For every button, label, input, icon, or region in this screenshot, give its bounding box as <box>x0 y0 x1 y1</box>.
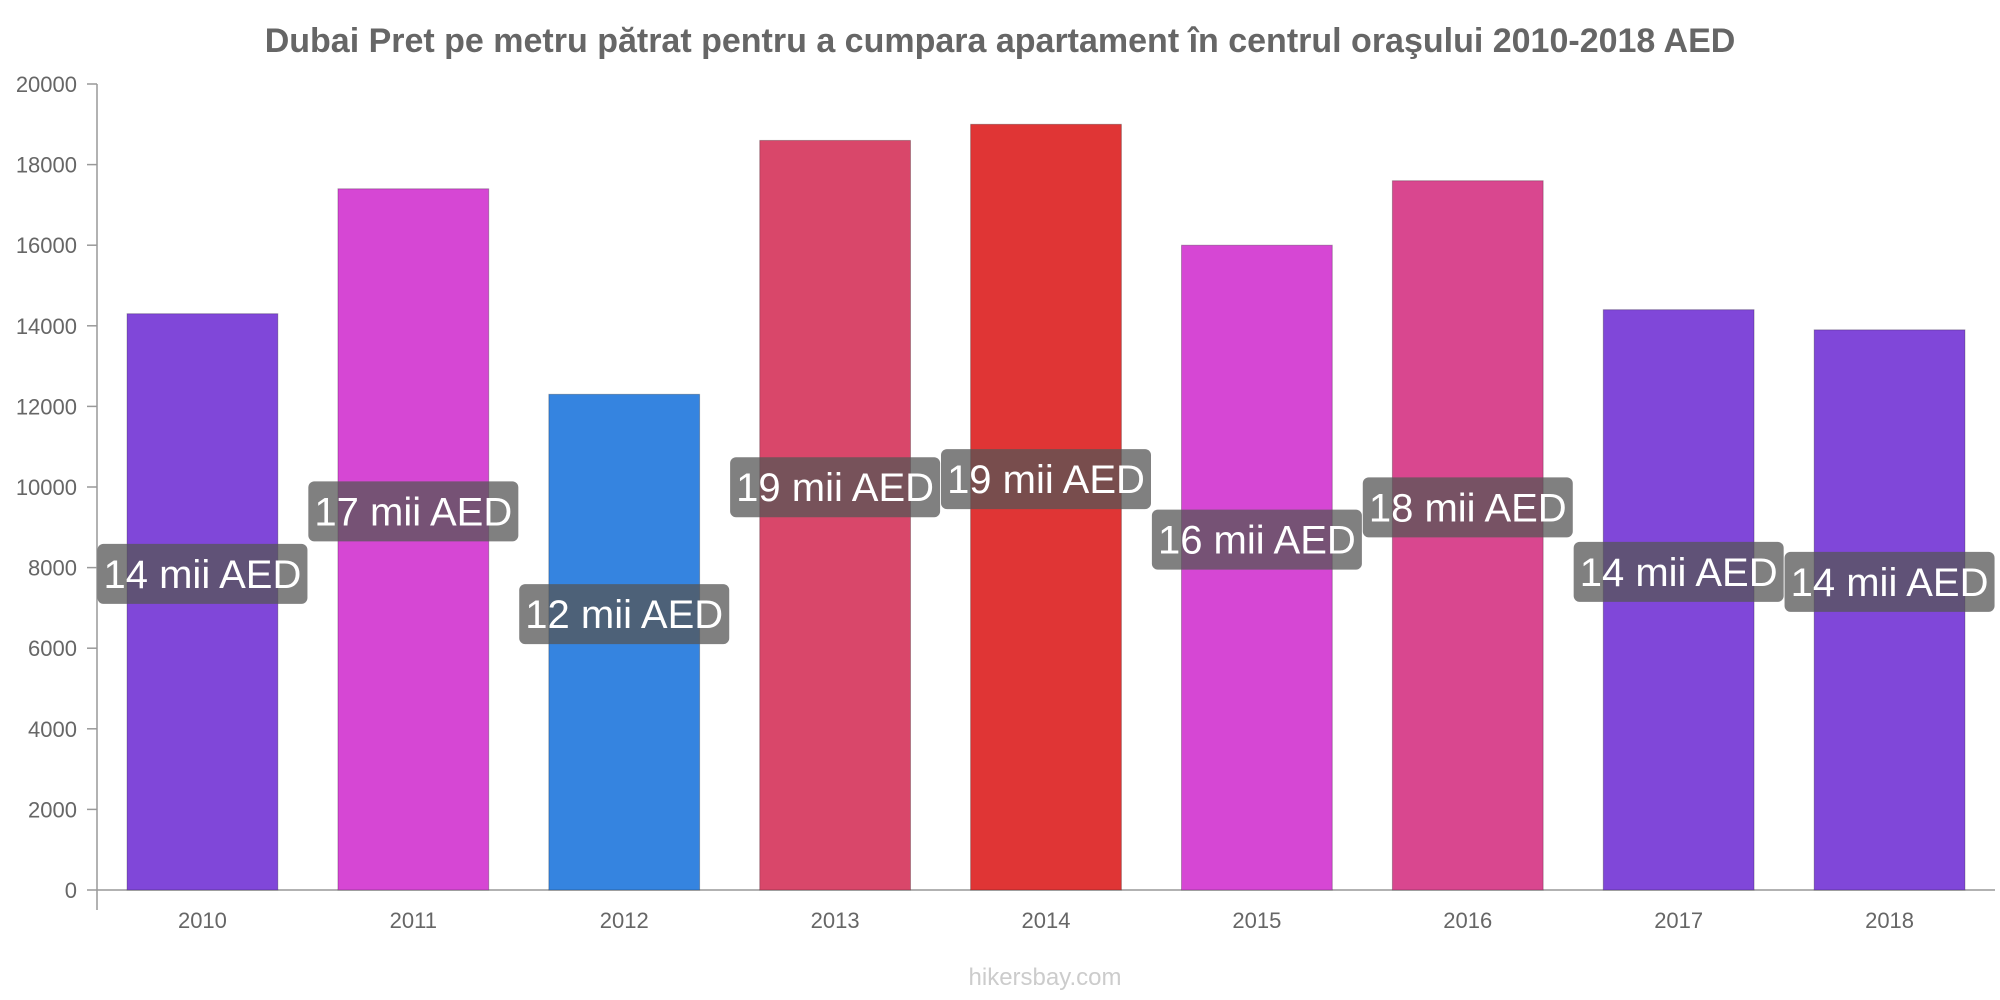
data-label-bg <box>519 584 730 645</box>
y-tick-label: 4000 <box>28 717 77 742</box>
data-label: 19 mii AED <box>736 466 934 510</box>
data-label: 14 mii AED <box>104 553 302 597</box>
data-label: 16 mii AED <box>1158 519 1356 563</box>
x-tick-label: 2017 <box>1654 908 1703 933</box>
x-axis: 2010 2011 2012 2013 2014 2015 2016 2017 2018 <box>97 889 1995 933</box>
data-label: 18 mii AED <box>1369 486 1567 530</box>
y-tick-label: 20000 <box>16 72 77 97</box>
y-tick-label: 12000 <box>16 394 77 419</box>
data-label: 12 mii AED <box>525 593 723 637</box>
x-tick-label: 2016 <box>1443 908 1492 933</box>
y-tick-label: 6000 <box>28 636 77 661</box>
data-label: 17 mii AED <box>314 490 512 534</box>
chart-title: Dubai Pret pe metru pătrat pentru a cump… <box>265 22 1736 60</box>
data-labels: 14 mii AED 17 mii AED 12 mii AED 19 mii AED… <box>97 449 1995 645</box>
x-tick-label: 2013 <box>811 908 860 933</box>
data-label: 19 mii AED <box>947 458 1145 502</box>
y-tick-label: 0 <box>65 878 77 903</box>
data-label-bg <box>308 481 519 542</box>
data-label-bg <box>97 543 308 604</box>
data-label: 14 mii AED <box>1791 561 1989 605</box>
x-tick-label: 2015 <box>1232 908 1281 933</box>
x-tick-label: 2010 <box>178 908 227 933</box>
x-tick-label: 2012 <box>600 908 649 933</box>
y-tick-label: 2000 <box>28 797 77 822</box>
y-tick-label: 8000 <box>28 556 77 581</box>
y-tick-label: 18000 <box>16 153 77 178</box>
data-label-bg <box>1362 477 1573 538</box>
data-label-bg <box>1151 509 1362 570</box>
x-tick-label: 2018 <box>1865 908 1914 933</box>
x-tick-label: 2011 <box>390 908 437 933</box>
data-label-bg <box>941 449 1151 510</box>
watermark: hikersbay.com <box>969 964 1122 991</box>
data-label-bg <box>730 457 941 518</box>
data-label: 14 mii AED <box>1580 551 1778 595</box>
y-tick-label: 14000 <box>16 314 77 339</box>
x-tick-label: 2014 <box>1022 908 1071 933</box>
data-label-bg <box>1784 551 1995 612</box>
data-label-bg <box>1573 541 1784 602</box>
y-tick-label: 10000 <box>16 475 77 500</box>
y-tick-label: 16000 <box>16 233 77 258</box>
y-axis: 0 2000 4000 6000 8000 10000 12000 14000 16000 180… <box>16 72 98 910</box>
